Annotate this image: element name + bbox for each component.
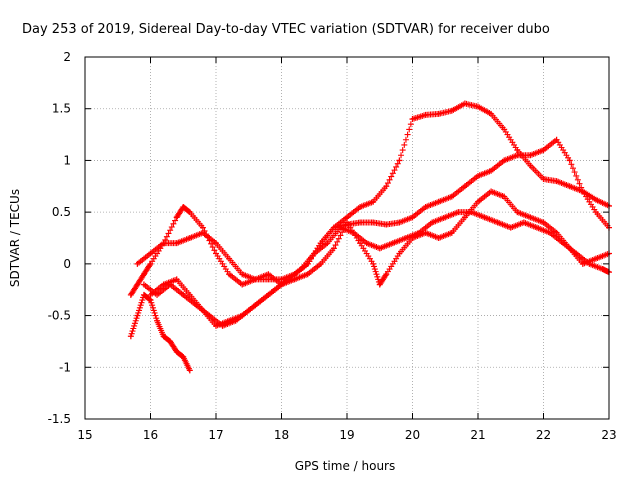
- series-line-marker: [130, 325, 137, 332]
- series-line-marker: [574, 176, 581, 183]
- series-line-marker: [334, 238, 341, 245]
- series-line-marker: [335, 235, 342, 242]
- series-line-marker: [138, 299, 145, 306]
- series-line-marker: [168, 224, 175, 231]
- series-track-c: [134, 136, 612, 283]
- series-line-marker: [337, 232, 344, 239]
- x-axis-label: GPS time / hours: [295, 459, 396, 473]
- series-line-marker: [393, 163, 400, 170]
- series-line-marker: [149, 304, 156, 311]
- x-tick-label: 17: [208, 428, 223, 442]
- series-line-marker: [406, 126, 413, 133]
- data-point: [370, 260, 377, 267]
- series-line-marker: [386, 176, 393, 183]
- series-line-marker: [384, 180, 391, 187]
- y-tick-label: -0.5: [48, 309, 71, 323]
- ticks: 15 16 17 18 19 20 21 22 23 -1.5 -1 -0.5 0 0.5 1 1.5 2: [48, 50, 617, 442]
- y-tick-label: 2: [63, 50, 71, 64]
- series-line-marker: [391, 167, 398, 174]
- series-line-marker: [131, 322, 138, 329]
- series-line-marker: [131, 320, 138, 327]
- series-line-marker: [170, 220, 177, 227]
- series-line-marker: [149, 302, 156, 309]
- x-tick-label: 18: [274, 428, 289, 442]
- data-point: [134, 312, 141, 319]
- series-line-marker: [371, 266, 378, 273]
- x-tick-label: 23: [601, 428, 616, 442]
- series-line-marker: [332, 242, 339, 249]
- series-line-marker: [137, 302, 144, 309]
- series-line-marker: [342, 222, 349, 229]
- series-line-marker: [576, 180, 583, 187]
- series-line-marker: [401, 141, 408, 148]
- series-line-marker: [374, 273, 381, 280]
- series-line-marker: [167, 227, 174, 234]
- series-track-a: [127, 291, 193, 374]
- series-line-marker: [129, 328, 136, 335]
- series-line-marker: [209, 244, 216, 251]
- series-line-marker: [211, 247, 218, 254]
- series-line-marker: [407, 121, 414, 128]
- x-tick-label: 16: [143, 428, 158, 442]
- series-line-marker: [128, 330, 135, 337]
- series-line-marker: [163, 233, 170, 240]
- data-point: [147, 297, 154, 304]
- data-point: [186, 367, 193, 374]
- series-line-marker: [398, 152, 405, 159]
- series-line-marker: [373, 271, 380, 278]
- series-line-marker: [152, 312, 159, 319]
- series-line-marker: [573, 172, 580, 179]
- y-tick-label: 1: [63, 153, 71, 167]
- series-line-marker: [382, 272, 389, 279]
- series-line-marker: [339, 229, 346, 236]
- y-tick-label: 1.5: [52, 102, 71, 116]
- series-line-marker: [136, 307, 143, 314]
- series-line-marker: [340, 225, 347, 232]
- data-point: [199, 224, 206, 231]
- series-line-marker: [402, 136, 409, 143]
- x-tick-label: 19: [339, 428, 354, 442]
- data-point: [566, 157, 573, 164]
- series-line-marker: [136, 304, 143, 311]
- series-line-marker: [165, 230, 172, 237]
- y-axis-label: SDTVAR / TECUs: [8, 189, 22, 287]
- y-tick-label: 0: [63, 257, 71, 271]
- series-line-marker: [404, 131, 411, 138]
- y-tick-label: 0.5: [52, 205, 71, 219]
- data-point: [127, 333, 134, 340]
- series-group: [127, 100, 612, 374]
- data-point: [383, 183, 390, 190]
- series-line-marker: [571, 169, 578, 176]
- series-line-marker: [146, 262, 153, 269]
- data-point: [396, 157, 403, 164]
- series-line-marker: [578, 184, 585, 191]
- series-line-marker: [399, 147, 406, 154]
- y-tick-label: -1: [59, 360, 71, 374]
- series-line-marker: [371, 263, 378, 270]
- chart-title: Day 253 of 2019, Sidereal Day-to-day VTE…: [22, 22, 550, 37]
- series-line-marker: [139, 297, 146, 304]
- x-tick-label: 20: [405, 428, 420, 442]
- series-line-marker: [172, 217, 179, 224]
- series-line-marker: [568, 161, 575, 168]
- y-tick-label: -1.5: [48, 412, 71, 426]
- series-track-e: [147, 188, 612, 329]
- series-line-marker: [394, 160, 401, 167]
- series-line-marker: [569, 165, 576, 172]
- x-tick-label: 21: [470, 428, 485, 442]
- series-line-marker: [372, 268, 379, 275]
- x-tick-label: 22: [536, 428, 551, 442]
- series-line-marker: [148, 299, 155, 306]
- x-tick-label: 15: [77, 428, 92, 442]
- series-line-marker: [135, 309, 142, 316]
- series-line-marker: [132, 317, 139, 324]
- series-line-marker: [388, 173, 395, 180]
- series-line-marker: [389, 170, 396, 177]
- data-point: [330, 245, 337, 252]
- series-line-marker: [151, 309, 158, 316]
- series-line-marker: [150, 307, 157, 314]
